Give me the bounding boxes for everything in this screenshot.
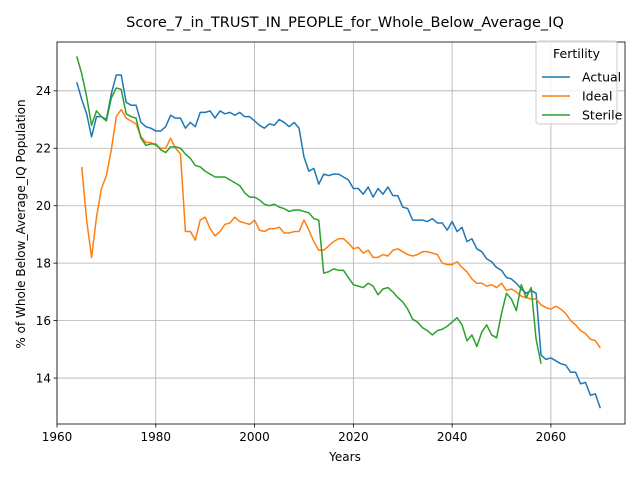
series-layer — [76, 56, 602, 409]
legend: Fertility Actual Ideal Sterile — [535, 40, 623, 125]
x-tick-label: 2060 — [536, 430, 567, 444]
chart-title: Score_7_in_TRUST_IN_PEOPLE_for_Whole_Bel… — [126, 15, 564, 31]
legend-label-ideal: Ideal — [582, 89, 612, 104]
series-line-sterile — [76, 56, 542, 364]
y-axis-label: % of Whole Below_Average_IQ Population — [14, 99, 28, 348]
y-tick-label: 16 — [36, 314, 51, 328]
y-axis: 14 16 18 20 22 24 — [36, 84, 57, 385]
legend-items: Actual Ideal Sterile — [542, 70, 623, 123]
series-line-actual — [76, 74, 602, 409]
y-tick-label: 22 — [36, 142, 51, 156]
x-tick-label: 1980 — [141, 430, 172, 444]
y-tick-label: 14 — [36, 371, 51, 385]
legend-title: Fertility — [553, 46, 601, 61]
x-tick-label: 2000 — [239, 430, 270, 444]
x-tick-label: 1960 — [42, 430, 73, 444]
x-axis: 1960 1980 2000 2020 2040 2060 — [42, 424, 566, 444]
y-tick-label: 18 — [36, 256, 51, 270]
y-tick-label: 24 — [36, 84, 51, 98]
x-tick-label: 2020 — [338, 430, 369, 444]
legend-label-actual: Actual — [582, 70, 621, 85]
grid-lines — [56, 42, 625, 424]
series-line-ideal — [80, 108, 601, 349]
legend-label-sterile: Sterile — [582, 108, 623, 123]
plot-area-frame — [56, 41, 626, 425]
legend-box — [535, 40, 618, 125]
y-tick-label: 20 — [36, 199, 51, 213]
x-tick-label: 2040 — [437, 430, 468, 444]
x-axis-label: Years — [328, 450, 361, 464]
